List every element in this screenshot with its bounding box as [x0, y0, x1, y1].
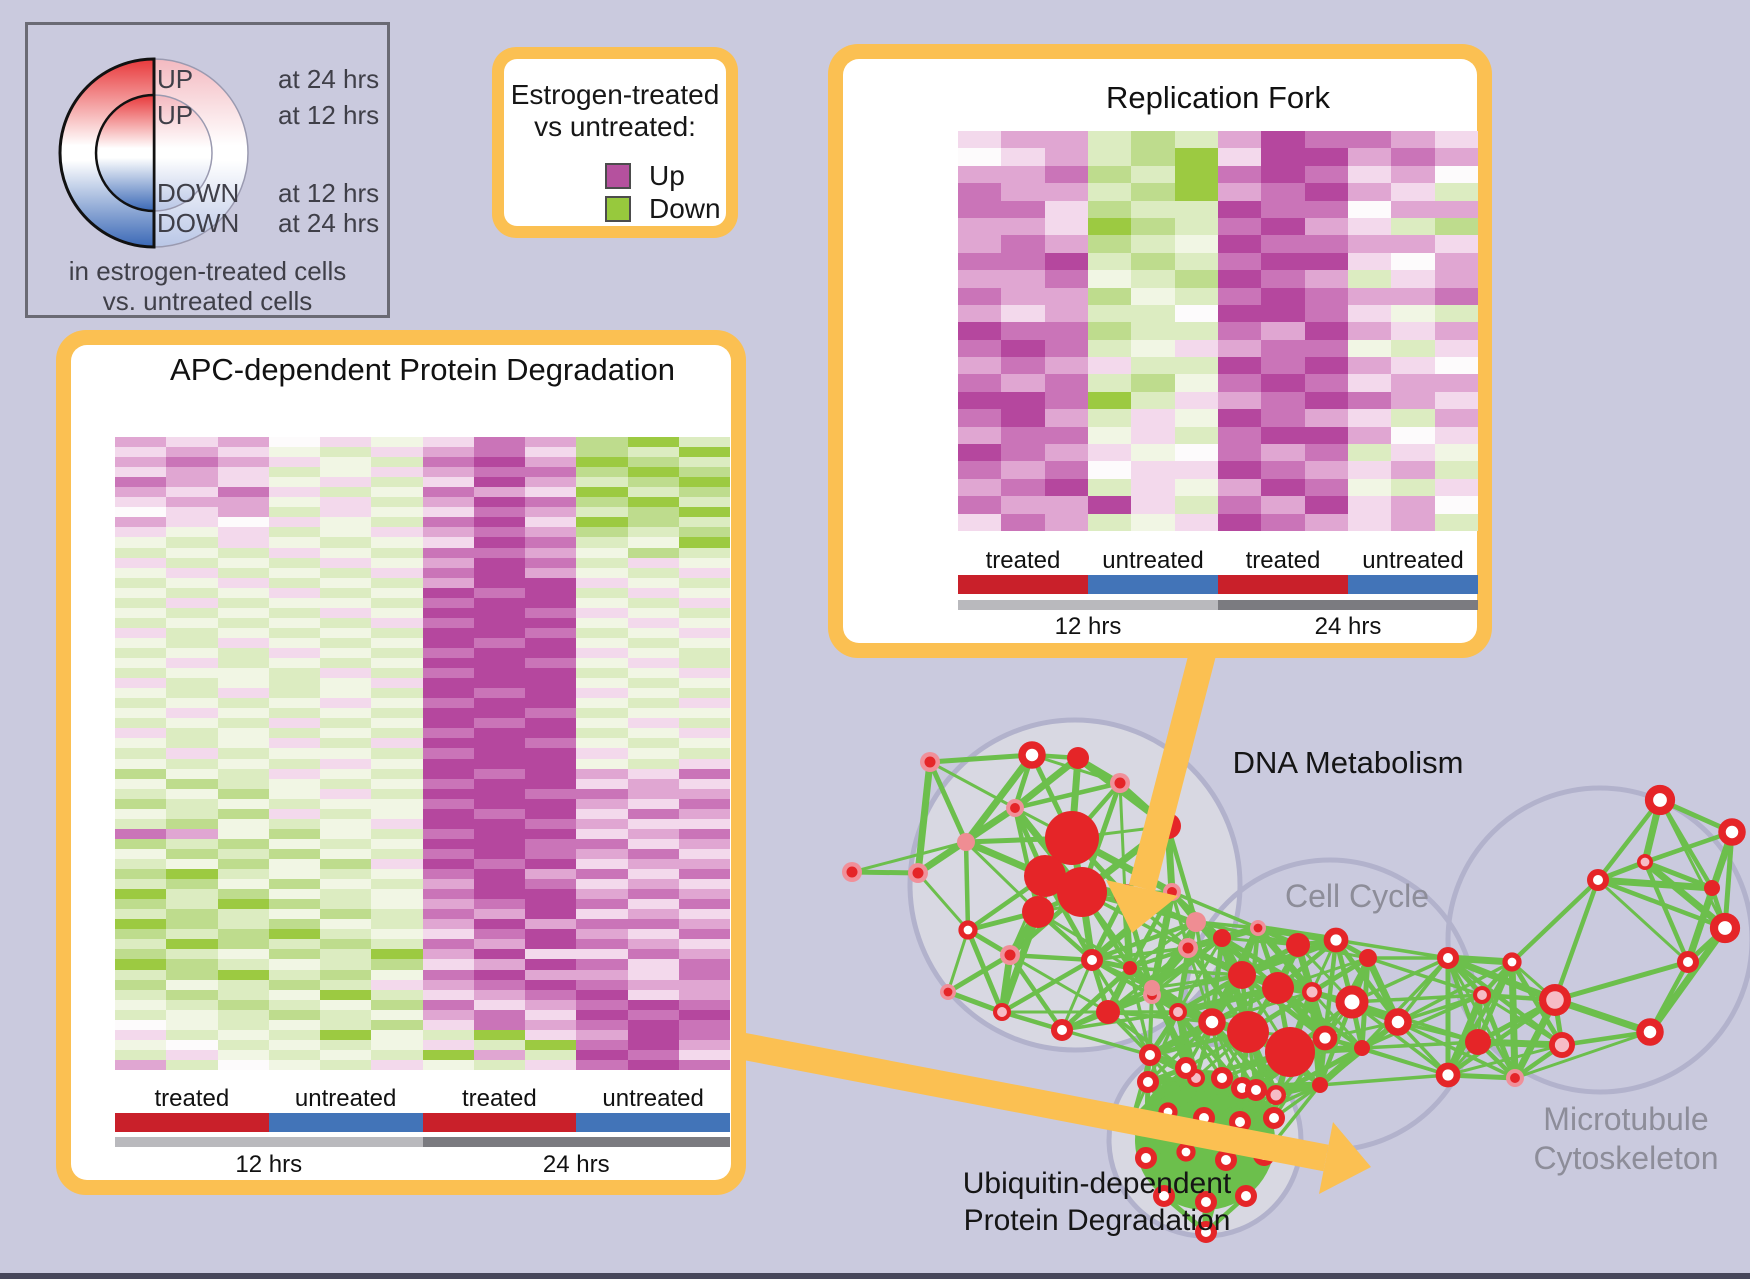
apc-heatmap	[115, 437, 730, 1070]
legend-time-12b: at 12 hrs	[278, 178, 380, 208]
rf-12hr-bar	[958, 600, 1218, 610]
ubiquitin-label-line1: Ubiquitin-dependent	[962, 1167, 1232, 1200]
dna-metabolism-label: DNA Metabolism	[1232, 745, 1464, 780]
legend-dir-up12: UP	[157, 100, 194, 130]
concentric-circle-glyph	[58, 57, 249, 249]
replication-fork-time-bar	[958, 600, 1478, 610]
apc-untreated-bar-12	[268, 1113, 423, 1132]
legend-dir-up24: UP	[157, 64, 194, 94]
rf-group-label-untreated-12: untreated	[1102, 547, 1204, 574]
apc-treated-bar-24	[422, 1113, 577, 1132]
apc-degradation-panel: APC-dependent Protein Degradation treate…	[56, 330, 746, 1195]
microtubule-label-line2: Cytoskeleton	[1533, 1140, 1719, 1177]
apc-24hr-bar	[422, 1137, 730, 1147]
rf-24hr-label: 24 hrs	[1314, 613, 1382, 640]
rf-group-label-untreated-24: untreated	[1362, 547, 1464, 574]
replication-fork-group-labels: treated untreated treated untreated	[958, 547, 1478, 575]
rf-12hr-label: 12 hrs	[1054, 613, 1122, 640]
apc-24hr-label: 24 hrs	[542, 1151, 610, 1178]
replication-fork-panel: Replication Fork treated untreated treat…	[828, 44, 1492, 658]
microtubule-label-line1: Microtubule	[1543, 1101, 1709, 1137]
updown-color-legend: Estrogen-treated vs untreated: Up Down	[492, 47, 738, 238]
rf-group-label-treated-24: treated	[1245, 547, 1321, 574]
replication-fork-sample-bar	[958, 575, 1478, 594]
apc-treated-bar-12	[115, 1113, 269, 1132]
cell-cycle-label: Cell Cycle	[1284, 878, 1430, 914]
updown-legend-body: Estrogen-treated vs untreated: Up Down	[504, 59, 726, 226]
legend-dir-down24: DOWN	[157, 208, 240, 238]
rf-untreated-bar-12	[1088, 575, 1218, 594]
apc-group-label-untreated-12: untreated	[294, 1085, 397, 1112]
rf-group-label-treated-12: treated	[985, 547, 1061, 574]
legend-footer-line1: in estrogen-treated cells	[68, 256, 347, 286]
updown-legend-title-line2: vs untreated:	[534, 111, 696, 142]
apc-time-bar	[115, 1137, 730, 1147]
apc-12hr-label: 12 hrs	[235, 1151, 303, 1178]
rf-treated-bar-12	[958, 575, 1088, 594]
down-label: Down	[649, 193, 721, 224]
apc-12hr-bar	[115, 1137, 423, 1147]
up-label: Up	[649, 160, 685, 191]
replication-fork-time-labels: 12 hrs 24 hrs	[958, 613, 1478, 641]
apc-untreated-bar-24	[576, 1113, 730, 1132]
down-color-swatch	[605, 196, 631, 222]
apc-time-labels: 12 hrs 24 hrs	[115, 1151, 730, 1179]
up-color-swatch	[605, 163, 631, 189]
apc-group-label-treated-24: treated	[462, 1085, 537, 1112]
apc-group-label-treated-12: treated	[154, 1085, 230, 1112]
legend-dir-down12: DOWN	[157, 178, 240, 208]
apc-panel-title: APC-dependent Protein Degradation	[170, 352, 675, 387]
legend-time-24: at 24 hrs	[278, 64, 380, 94]
legend-time-24b: at 24 hrs	[278, 208, 380, 238]
legend-time-12: at 12 hrs	[278, 100, 380, 130]
rf-24hr-bar	[1218, 600, 1478, 610]
apc-group-labels: treated untreated treated untreated	[115, 1085, 730, 1113]
apc-group-label-untreated-24: untreated	[602, 1085, 704, 1112]
replication-fork-title: Replication Fork	[1106, 80, 1330, 115]
apc-sample-bar	[115, 1113, 730, 1132]
rf-treated-bar-24	[1218, 575, 1348, 594]
ubiquitin-label-line2: Protein Degradation	[963, 1203, 1231, 1237]
rf-untreated-bar-24	[1348, 575, 1478, 594]
updown-legend-title-line1: Estrogen-treated	[510, 79, 720, 110]
ubiquitin-degradation-label: Ubiquitin-dependent Protein Degradation	[937, 1166, 1257, 1239]
microtubule-cytoskeleton-label: Microtubule Cytoskeleton	[1486, 1100, 1750, 1178]
replication-fork-heatmap	[958, 131, 1478, 531]
legend-footer-line2: vs. untreated cells	[102, 286, 313, 316]
fold-change-circle-legend: UP at 24 hrs UP at 12 hrs DOWN at 12 hrs…	[25, 22, 390, 318]
